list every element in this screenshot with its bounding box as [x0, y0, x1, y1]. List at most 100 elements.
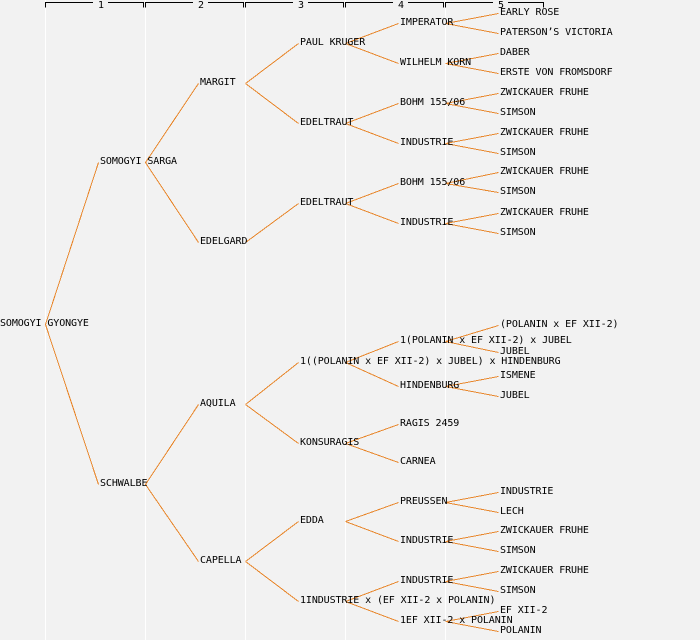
pedigree-node-carnea[interactable]: CARNEA [400, 456, 436, 467]
generation-number: 1 [98, 0, 104, 11]
pedigree-edge-konsuragis--ragis [345, 424, 399, 444]
pedigree-edge-edda--industrie-3 [345, 521, 399, 542]
pedigree-edge-industrie-4--simson-6 [445, 581, 499, 592]
pedigree-node-edeltraut-2[interactable]: EDELTRAUT [300, 197, 354, 208]
pedigree-edge-paul-kruger--imperator [345, 23, 399, 44]
pedigree-node-zwickauer-6[interactable]: ZWICKAUER FRUHE [500, 565, 589, 576]
pedigree-edge-root--schwalbe [45, 324, 99, 485]
pedigree-node-simson-2[interactable]: SIMSON [500, 147, 536, 158]
pedigree-node-hindenburg[interactable]: HINDENBURG [400, 380, 460, 391]
pedigree-edge-industrie-2--simson-4 [445, 223, 499, 234]
pedigree-node-cross-jubel[interactable]: 1(POLANIN x EF XII-2) x JUBEL [400, 335, 572, 346]
pedigree-edge-cross-hindenburg--cross-jubel [345, 341, 399, 363]
pedigree-node-margit[interactable]: MARGIT [200, 77, 236, 88]
pedigree-edge-capella--cross-industrie [245, 561, 299, 602]
pedigree-node-simson-1[interactable]: SIMSON [500, 107, 536, 118]
pedigree-node-bohm-1[interactable]: BOHM 155/06 [400, 97, 466, 108]
pedigree-edge-hindenburg--jubel-2 [445, 386, 499, 397]
pedigree-node-simson-3[interactable]: SIMSON [500, 186, 536, 197]
pedigree-node-patersons-victoria[interactable]: PATERSON’S VICTORIA [500, 27, 613, 38]
pedigree-node-preussen[interactable]: PREUSSEN [400, 496, 448, 507]
pedigree-edge-industrie-3--zwickauer-5 [445, 531, 499, 542]
pedigree-node-lech[interactable]: LECH [500, 506, 524, 517]
pedigree-node-ismene[interactable]: ISMENE [500, 370, 536, 381]
pedigree-edge-industrie-1--zwickauer-2 [445, 133, 499, 144]
pedigree-edge-wilhelm-korn--erste-von-fromsdorf [445, 63, 499, 74]
pedigree-edge-edelgard--edeltraut-2 [245, 203, 299, 243]
pedigree-node-jubel-1[interactable]: JUBEL [500, 346, 530, 357]
pedigree-node-industrie-5[interactable]: INDUSTRIE [500, 486, 554, 497]
pedigree-node-zwickauer-2[interactable]: ZWICKAUER FRUHE [500, 127, 589, 138]
pedigree-node-polanin[interactable]: POLANIN [500, 625, 542, 636]
pedigree-edge-edda--preussen [345, 502, 399, 522]
pedigree-node-capella[interactable]: CAPELLA [200, 555, 242, 566]
pedigree-node-cross-polanin[interactable]: 1EF XII-2 x POLANIN [400, 615, 513, 626]
pedigree-node-zwickauer-5[interactable]: ZWICKAUER FRUHE [500, 525, 589, 536]
pedigree-node-daber[interactable]: DABER [500, 47, 530, 58]
pedigree-edge-schwalbe--capella [145, 484, 199, 562]
pedigree-edge-cross-hindenburg--hindenburg [345, 362, 399, 387]
pedigree-node-industrie-1[interactable]: INDUSTRIE [400, 137, 454, 148]
pedigree-edge-paul-kruger--wilhelm-korn [345, 43, 399, 64]
pedigree-edge-sarga--edelgard [145, 162, 199, 243]
pedigree-edge-hindenburg--ismene [445, 376, 499, 387]
generation-number: 2 [198, 0, 204, 11]
pedigree-node-industrie-3[interactable]: INDUSTRIE [400, 535, 454, 546]
pedigree-edge-imperator--early-rose [445, 13, 499, 24]
pedigree-edge-margit--paul-kruger [245, 43, 299, 84]
pedigree-edge-schwalbe--aquila [145, 404, 199, 485]
pedigree-node-edda[interactable]: EDDA [300, 515, 324, 526]
pedigree-edge-cross-industrie--cross-polanin [345, 601, 399, 622]
pedigree-node-erste-von-fromsdorf[interactable]: ERSTE VON FROMSDORF [500, 67, 613, 78]
pedigree-edge-cross-polanin--ef-xii-2 [445, 611, 499, 622]
pedigree-edge-margit--edeltraut-1 [245, 83, 299, 124]
pedigree-node-sarga[interactable]: SOMOGYI SARGA [100, 156, 177, 167]
generation-number: 3 [298, 0, 304, 11]
pedigree-node-industrie-2[interactable]: INDUSTRIE [400, 217, 454, 228]
pedigree-node-zwickauer-1[interactable]: ZWICKAUER FRUHE [500, 87, 589, 98]
pedigree-node-simson-6[interactable]: SIMSON [500, 585, 536, 596]
pedigree-node-polanin-ef[interactable]: (POLANIN x EF XII-2) [500, 319, 619, 330]
pedigree-edge-edeltraut-2--industrie-2 [345, 203, 399, 224]
edges-layer [45, 13, 499, 632]
pedigree-edge-capella--edda [245, 521, 299, 562]
bracket-label-gap [93, 0, 108, 9]
pedigree-edge-aquila--konsuragis [245, 404, 299, 444]
pedigree-edge-industrie-1--simson-2 [445, 143, 499, 154]
pedigree-node-wilhelm-korn[interactable]: WILHELM KORN [400, 57, 472, 68]
pedigree-node-simson-4[interactable]: SIMSON [500, 227, 536, 238]
pedigree-edge-cross-jubel--jubel-1 [445, 341, 499, 353]
pedigree-node-ef-xii-2[interactable]: EF XII-2 [500, 605, 548, 616]
pedigree-node-aquila[interactable]: AQUILA [200, 398, 236, 409]
pedigree-node-cross-hindenburg[interactable]: 1((POLANIN x EF XII-2) x JUBEL) x HINDEN… [300, 356, 561, 367]
pedigree-node-early-rose[interactable]: EARLY ROSE [500, 7, 560, 18]
pedigree-node-zwickauer-3[interactable]: ZWICKAUER FRUHE [500, 166, 589, 177]
pedigree-edge-root--sarga [45, 162, 99, 325]
pedigree-node-cross-industrie[interactable]: 1INDUSTRIE x (EF XII-2 x POLANIN) [300, 595, 496, 606]
pedigree-node-simson-5[interactable]: SIMSON [500, 545, 536, 556]
pedigree-node-edeltraut-1[interactable]: EDELTRAUT [300, 117, 354, 128]
pedigree-edge-cross-industrie--industrie-4 [345, 581, 399, 602]
pedigree-edge-bohm-2--simson-3 [445, 183, 499, 193]
gridlines-layer [45, 0, 446, 640]
pedigree-node-ragis[interactable]: RAGIS 2459 [400, 418, 460, 429]
bracket-label-gap [193, 0, 208, 9]
pedigree-edge-bohm-1--simson-1 [445, 103, 499, 114]
pedigree-edge-industrie-2--zwickauer-4 [445, 213, 499, 224]
pedigree-node-schwalbe[interactable]: SCHWALBE [100, 478, 148, 489]
pedigree-node-industrie-4[interactable]: INDUSTRIE [400, 575, 454, 586]
pedigree-node-edelgard[interactable]: EDELGARD [200, 236, 248, 247]
pedigree-node-paul-kruger[interactable]: PAUL KRUGER [300, 37, 366, 48]
pedigree-node-jubel-2[interactable]: JUBEL [500, 390, 530, 401]
bracket-label-gap [293, 0, 308, 9]
pedigree-node-imperator[interactable]: IMPERATOR [400, 17, 454, 28]
pedigree-node-konsuragis[interactable]: KONSURAGIS [300, 437, 360, 448]
pedigree-edge-preussen--industrie-5 [445, 492, 499, 503]
pedigree-node-root[interactable]: SOMOGYI GYONGYE [0, 318, 89, 329]
pedigree-edge-edeltraut-2--bohm-2 [345, 183, 399, 204]
generation-number: 4 [398, 0, 404, 11]
pedigree-node-bohm-2[interactable]: BOHM 155/06 [400, 177, 466, 188]
pedigree-node-zwickauer-4[interactable]: ZWICKAUER FRUHE [500, 207, 589, 218]
